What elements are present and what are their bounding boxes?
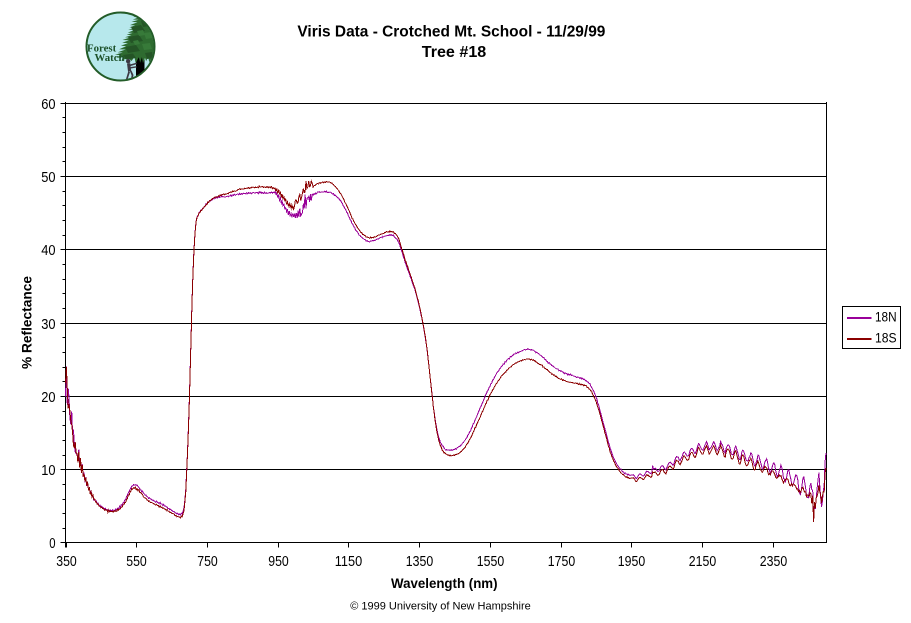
svg-text:Forest: Forest (87, 42, 117, 54)
svg-text:1550: 1550 (477, 554, 504, 570)
svg-text:10: 10 (41, 463, 55, 479)
svg-text:1350: 1350 (406, 554, 433, 570)
svg-text:Watch: Watch (95, 52, 125, 64)
svg-text:Viris Data - Crotched Mt. Scho: Viris Data - Crotched Mt. School - 11/29… (297, 23, 605, 40)
svg-text:2350: 2350 (760, 554, 787, 570)
svg-text:1950: 1950 (618, 554, 645, 570)
svg-text:0: 0 (49, 536, 55, 552)
svg-text:30: 30 (41, 317, 55, 333)
svg-text:50: 50 (41, 170, 55, 186)
svg-text:1750: 1750 (548, 554, 575, 570)
svg-text:18S: 18S (875, 330, 897, 346)
svg-text:© 1999 University of New Hamps: © 1999 University of New Hampshire (350, 601, 531, 613)
svg-text:550: 550 (126, 554, 147, 570)
svg-text:Tree #18: Tree #18 (422, 44, 487, 61)
svg-text:% Reflectance: % Reflectance (19, 276, 35, 369)
svg-text:350: 350 (56, 554, 77, 570)
svg-text:Wavelength (nm): Wavelength (nm) (391, 575, 498, 591)
svg-text:1150: 1150 (335, 554, 362, 570)
svg-text:18N: 18N (875, 309, 897, 325)
svg-text:750: 750 (197, 554, 218, 570)
svg-text:20: 20 (41, 390, 55, 406)
svg-text:950: 950 (268, 554, 289, 570)
svg-text:2150: 2150 (689, 554, 716, 570)
svg-text:40: 40 (41, 243, 55, 259)
svg-text:60: 60 (41, 97, 55, 113)
